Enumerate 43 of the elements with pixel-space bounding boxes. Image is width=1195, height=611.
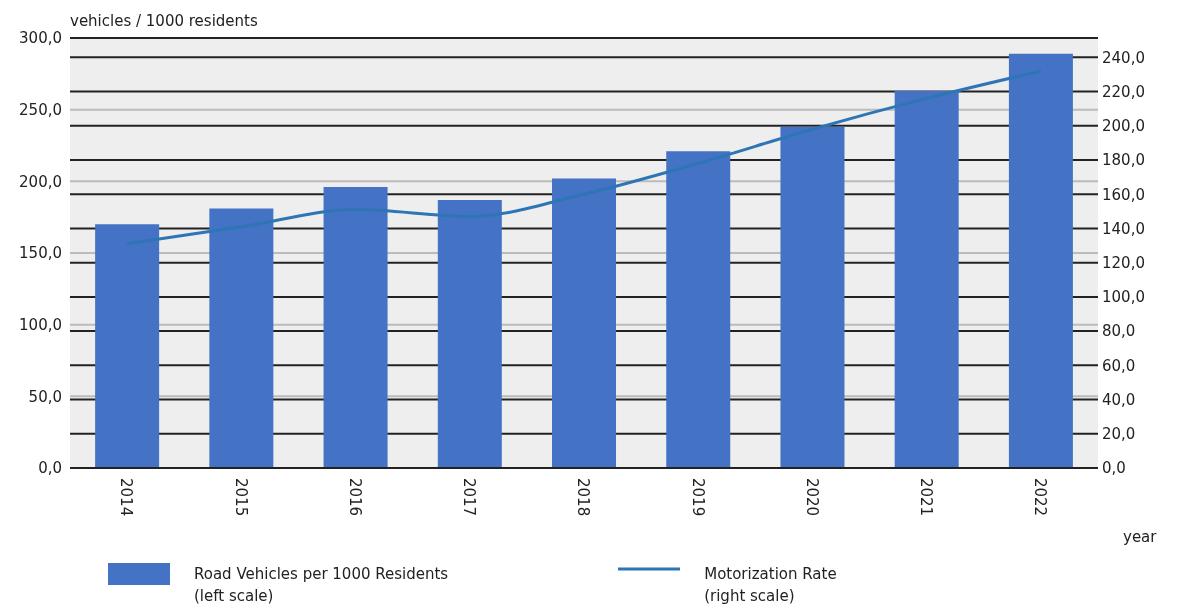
y-tick-label: 250,0 — [19, 100, 62, 119]
y2-tick-label: 120,0 — [1102, 253, 1145, 272]
x-tick-label: 2014 — [117, 478, 136, 517]
x-tick-label: 2016 — [345, 478, 364, 517]
bar — [437, 199, 502, 468]
line-series — [125, 69, 1043, 246]
bar — [323, 187, 388, 468]
x-tick-label: 2021 — [917, 478, 936, 517]
bar — [780, 126, 845, 468]
legend-label: Road Vehicles per 1000 Residents (left scale) — [194, 564, 449, 607]
y-tick-label: 50,0 — [28, 387, 62, 406]
legend-label: Motorization Rate (right scale) — [704, 564, 837, 607]
bar — [95, 224, 160, 468]
y2-tick-label: 80,0 — [1102, 322, 1136, 341]
y-axis-title: vehicles / 1000 residents — [70, 12, 258, 30]
x-tick-label: 2022 — [1031, 478, 1050, 517]
x-tick-label: 2017 — [460, 478, 479, 517]
y-tick-label: 0,0 — [38, 459, 62, 478]
y2-tick-label: 240,0 — [1102, 48, 1145, 67]
y-tick-label: 100,0 — [19, 315, 62, 334]
x-tick-label: 2020 — [802, 478, 821, 517]
x-tick-label: 2019 — [688, 478, 707, 517]
y2-tick-label: 140,0 — [1102, 219, 1145, 238]
y2-tick-label: 160,0 — [1102, 185, 1145, 204]
x-tick-label: 2015 — [231, 478, 250, 517]
bar — [894, 91, 959, 468]
y-tick-label: 300,0 — [19, 29, 62, 48]
y2-tick-label: 20,0 — [1102, 425, 1136, 444]
y2-tick-label: 0,0 — [1102, 459, 1126, 478]
bar — [1008, 53, 1073, 468]
y-tick-label: 200,0 — [19, 172, 62, 191]
y2-tick-label: 200,0 — [1102, 117, 1145, 136]
x-axis-title: year — [1123, 528, 1157, 546]
y2-tick-label: 220,0 — [1102, 82, 1145, 101]
bar — [552, 178, 617, 468]
bar — [666, 151, 731, 468]
y2-tick-label: 60,0 — [1102, 356, 1136, 375]
x-tick-label: 2018 — [574, 478, 593, 517]
y-tick-label: 150,0 — [19, 244, 62, 263]
y2-tick-label: 180,0 — [1102, 151, 1145, 170]
bar — [209, 208, 274, 468]
y2-tick-label: 40,0 — [1102, 390, 1136, 409]
y2-tick-label: 100,0 — [1102, 288, 1145, 307]
